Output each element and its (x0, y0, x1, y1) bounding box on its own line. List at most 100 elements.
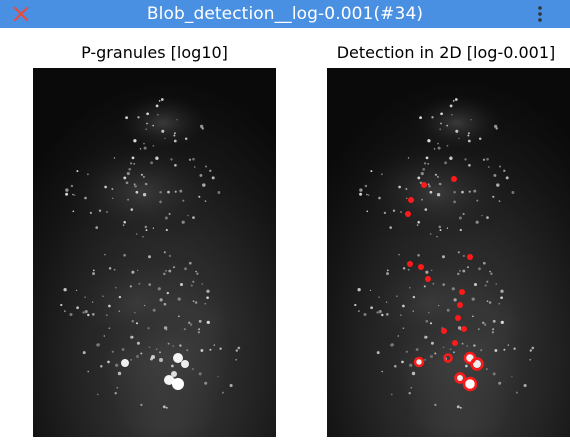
granule-speckle (456, 405, 460, 409)
granule-speckle (493, 173, 497, 177)
granule-speckle (87, 313, 90, 317)
detection-marker (425, 276, 431, 282)
granule-speckle (140, 173, 143, 176)
granule-speckle (146, 112, 149, 116)
granule-speckle (453, 298, 457, 302)
granule-speckle (423, 285, 426, 288)
granule-speckle (484, 284, 487, 287)
granule-speckle (192, 300, 195, 303)
granule-speckle (488, 301, 492, 304)
granule-speckle (152, 308, 156, 312)
granule-speckle (192, 157, 195, 161)
granule-speckle (158, 100, 161, 102)
granule-speckle (472, 315, 474, 318)
granule-speckle (459, 270, 461, 272)
granule-speckle (481, 214, 483, 217)
window-title: Blob_detection__log-0.001(#34) (146, 4, 424, 24)
granule-speckle (182, 199, 185, 202)
granule-speckle (229, 383, 233, 388)
granule-speckle (380, 173, 383, 176)
granule-speckle (459, 228, 462, 232)
granule-speckle (400, 211, 402, 213)
granule-speckle (201, 127, 204, 130)
granule-speckle (173, 139, 177, 143)
granule-speckle (140, 352, 143, 355)
kebab-menu-icon[interactable] (530, 3, 550, 25)
granule-speckle (442, 346, 445, 349)
granule-speckle (112, 197, 114, 200)
granule-speckle (204, 200, 207, 202)
granule-speckle (184, 137, 188, 141)
granule-speckle (130, 208, 134, 211)
granule-speckle (402, 327, 405, 330)
granule-speckle (453, 200, 456, 204)
granule-speckle (198, 328, 201, 331)
granule-speckle (459, 328, 462, 331)
granule-speckle (529, 358, 532, 361)
granule-speckle (163, 251, 166, 254)
granule-speckle (198, 372, 202, 376)
granule-speckle (439, 128, 442, 131)
granule-speckle (446, 144, 449, 147)
granule-speckle (127, 198, 130, 201)
granule-speckle (405, 350, 408, 353)
granule-speckle (100, 364, 103, 368)
detection-marker (421, 182, 427, 188)
granule-speckle (513, 347, 516, 350)
granule-speckle (483, 323, 487, 326)
granule-speckle (473, 344, 476, 347)
granule-speckle (490, 272, 493, 275)
granule-speckle (357, 288, 361, 292)
granule-speckle (173, 132, 176, 135)
granule-speckle (437, 146, 441, 150)
granule-speckle (194, 301, 198, 304)
granule-speckle (123, 176, 127, 180)
granule-speckle (354, 303, 357, 307)
original-image-panel (33, 68, 276, 437)
granule-speckle (116, 386, 119, 389)
granule-speckle (137, 116, 140, 119)
granule-speckle (363, 312, 367, 317)
granule-speckle (139, 148, 142, 150)
granule-speckle (453, 190, 456, 194)
granule-speckle (482, 261, 486, 265)
granule-speckle (123, 220, 126, 224)
granule-speckle (444, 161, 448, 165)
granule-speckle (198, 195, 201, 198)
granule-speckle (461, 190, 464, 194)
granule-speckle (376, 351, 380, 355)
granule-speckle (439, 229, 442, 232)
granule-speckle (449, 348, 452, 351)
granule-speckle (486, 300, 489, 303)
granule-speckle (159, 200, 162, 204)
granule-speckle (427, 163, 429, 165)
detection-marker (452, 340, 458, 346)
granule-speckle (364, 184, 368, 188)
granule-speckle (121, 348, 125, 351)
bright-granules (121, 353, 189, 390)
granule-speckle (370, 306, 373, 310)
granule-speckle (515, 391, 518, 394)
granule-speckle (196, 272, 199, 275)
granule-speckle (386, 301, 388, 303)
granule-speckle (155, 104, 159, 108)
granule-speckle (503, 348, 506, 351)
granule-speckle (451, 287, 455, 291)
granule-speckle (429, 190, 433, 194)
granule-speckle (173, 134, 176, 137)
detection-marker (413, 356, 425, 368)
granule-speckle (489, 270, 491, 273)
granule-speckle (494, 349, 498, 352)
granule-speckle (142, 236, 144, 238)
granule-speckle (181, 220, 185, 224)
granule-speckle (165, 228, 168, 232)
granule-speckle (428, 184, 431, 188)
granule-speckle (438, 225, 442, 229)
granule-speckle (188, 321, 191, 324)
granule-speckle (468, 163, 471, 167)
close-icon[interactable] (10, 3, 32, 25)
granule-speckle (89, 211, 93, 215)
granule-speckle (125, 181, 129, 185)
granule-speckle (92, 301, 94, 303)
granule-speckle (72, 193, 74, 196)
